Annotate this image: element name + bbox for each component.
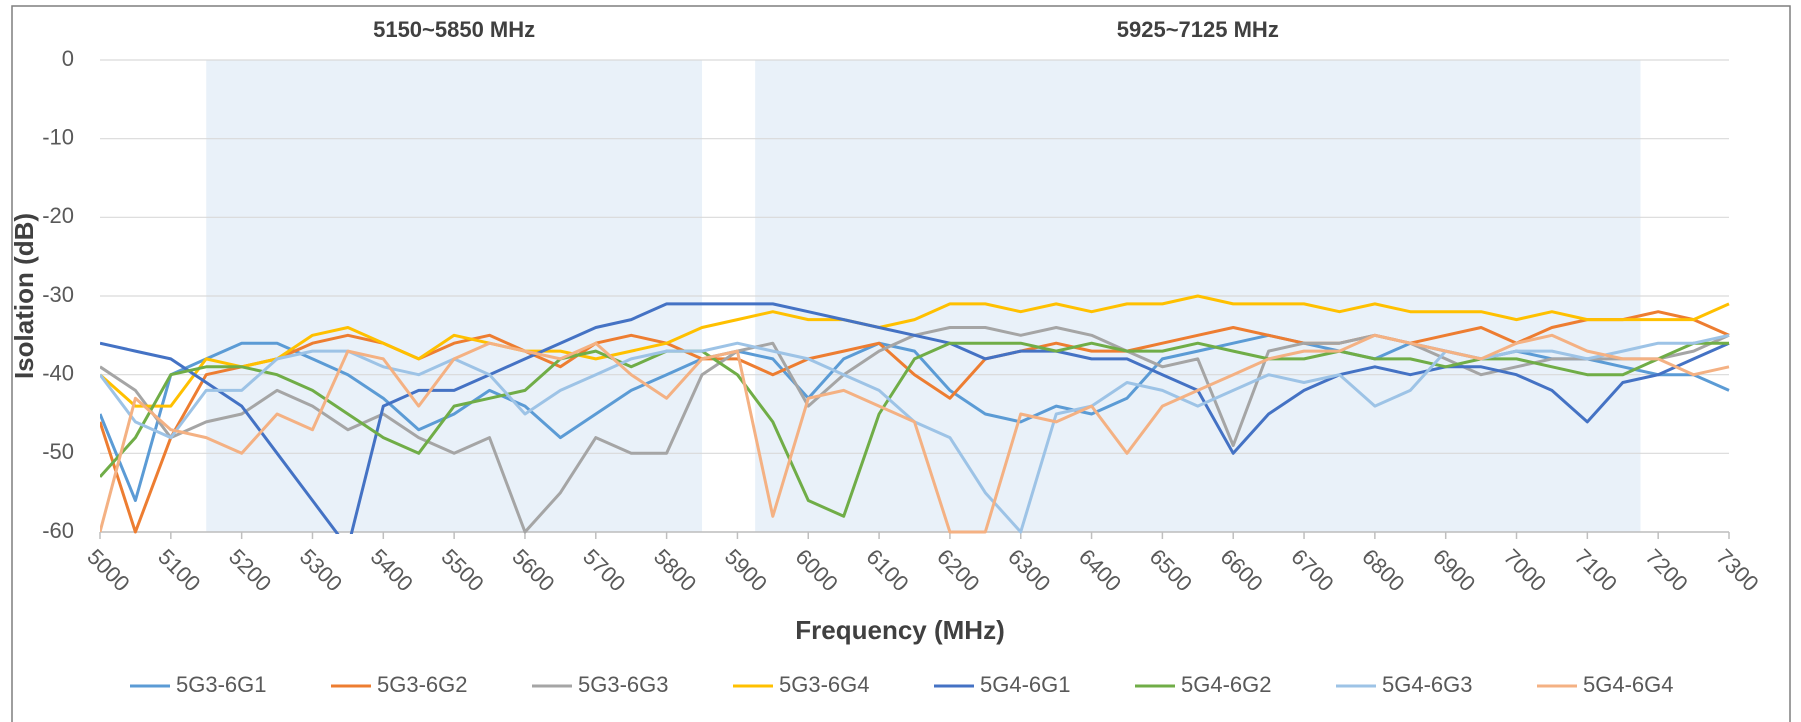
y-tick-label: -60 (42, 518, 74, 543)
y-tick-label: -50 (42, 439, 74, 464)
lines (100, 294, 1730, 534)
series-line (100, 302, 1730, 534)
legend-label: 5G4-6G3 (1382, 672, 1473, 697)
y-tick-label: -40 (42, 360, 74, 385)
legend-label: 5G4-6G1 (980, 672, 1071, 697)
y-tick-label: -10 (42, 124, 74, 149)
band-label: 5150~5850 MHz (373, 17, 535, 42)
y-axis-title: Isolation (dB) (9, 213, 39, 379)
y-tick-label: -30 (42, 282, 74, 307)
legend-label: 5G3-6G3 (578, 672, 669, 697)
series-line (100, 310, 1730, 534)
x-axis-title: Frequency (MHz) (795, 615, 1004, 645)
legend-label: 5G4-6G2 (1181, 672, 1272, 697)
band-label: 5925~7125 MHz (1117, 17, 1279, 42)
series-line (100, 294, 1730, 408)
legend-label: 5G3-6G1 (176, 672, 267, 697)
series-line (100, 341, 1729, 518)
series-line (100, 333, 1730, 534)
legend-label: 5G3-6G2 (377, 672, 468, 697)
y-tick-label: 0 (62, 46, 74, 71)
y-tick-label: -20 (42, 203, 74, 228)
legend-label: 5G3-6G4 (779, 672, 870, 697)
legend-label: 5G4-6G4 (1583, 672, 1674, 697)
